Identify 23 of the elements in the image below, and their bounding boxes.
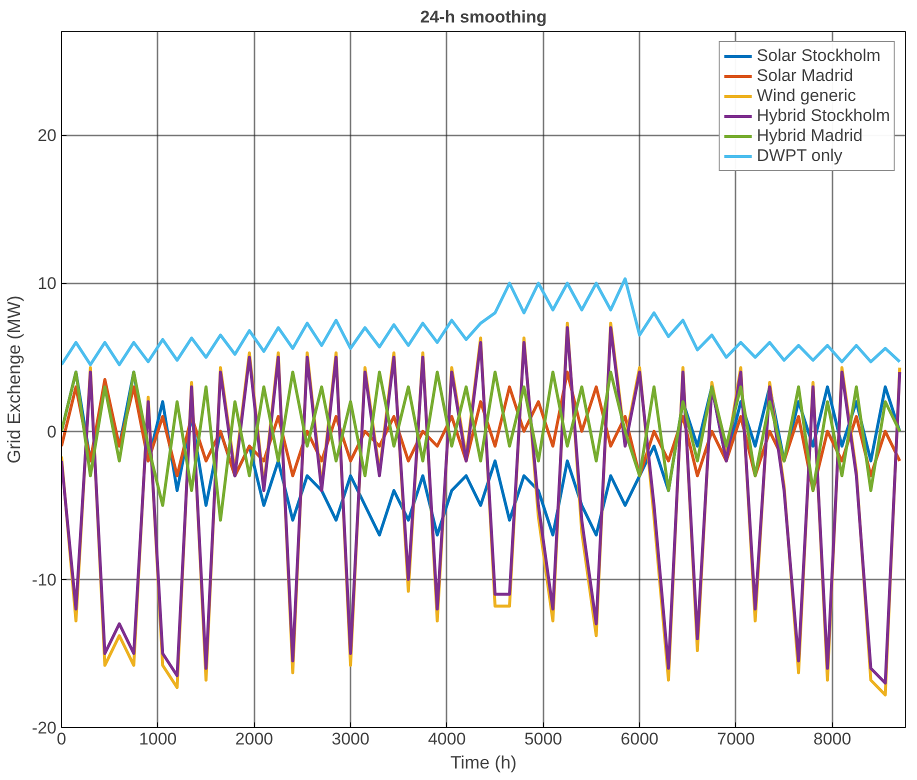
x-tick-label: 8000 [813, 730, 852, 748]
y-axis-title: Grid Exchenge (MW) [4, 295, 24, 464]
x-tick-label: 7000 [717, 730, 755, 748]
chart-title: 24-h smoothing [420, 8, 547, 26]
legend-label: DWPT only [756, 146, 842, 166]
x-tick-label: 4000 [428, 730, 466, 748]
x-tick-label: 5000 [524, 730, 562, 748]
x-tick-label: 2000 [235, 730, 274, 748]
x-axis-title: Time (h) [450, 752, 517, 772]
legend-label: Hybrid Madrid [756, 126, 863, 146]
y-tick-label: -10 [32, 570, 57, 590]
legend-label: Solar Stockholm [756, 46, 881, 66]
line-series [62, 277, 902, 366]
x-tick-label: 3000 [332, 730, 370, 748]
y-tick-label: 20 [38, 126, 57, 146]
y-tick-label: 0 [47, 422, 57, 442]
legend-label: Hybrid Stockholm [756, 106, 890, 126]
y-tick-label: -20 [32, 718, 57, 738]
legend-label: Wind generic [756, 86, 856, 106]
x-tick-label: 1000 [138, 730, 177, 748]
y-tick-label: 10 [38, 274, 57, 294]
legend-label: Solar Madrid [756, 66, 854, 86]
x-tick-label: 6000 [620, 730, 658, 748]
